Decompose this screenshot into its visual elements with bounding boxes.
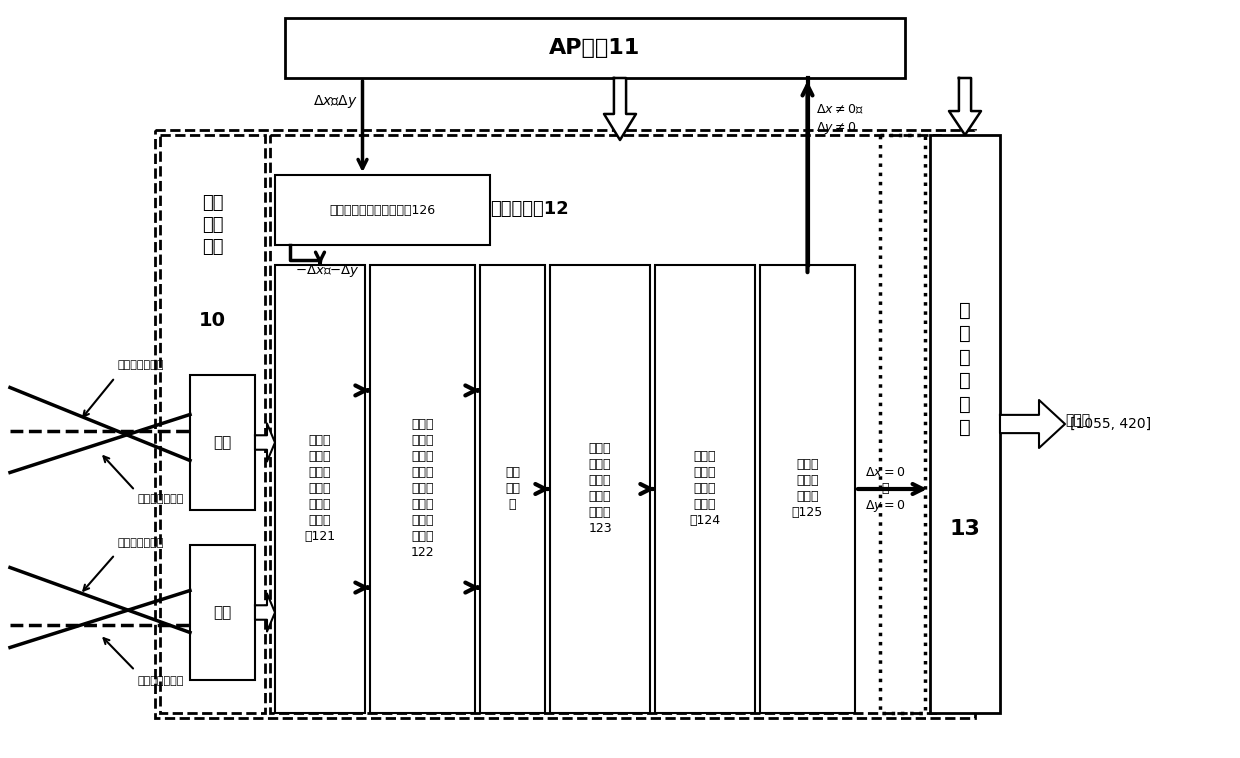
- Text: $\Delta x\neq0$或
$\Delta y\neq0$: $\Delta x\neq0$或 $\Delta y\neq0$: [816, 103, 863, 136]
- Polygon shape: [255, 594, 275, 631]
- Text: 参考散
班图像
和输入
散班图
像预处
理子模
块121: 参考散 班图像 和输入 散班图 像预处 理子模 块121: [305, 434, 336, 543]
- Text: $-\Delta x$或$-\Delta y$: $-\Delta x$或$-\Delta y$: [295, 263, 360, 279]
- Text: 深
度
计
算
模
块: 深 度 计 算 模 块: [959, 301, 971, 437]
- Text: 接收变化后光轴: 接收变化后光轴: [118, 538, 165, 549]
- Text: 深度图: 深度图: [1065, 413, 1090, 427]
- FancyBboxPatch shape: [285, 18, 905, 78]
- FancyBboxPatch shape: [655, 265, 755, 713]
- Text: AP模块11: AP模块11: [549, 38, 641, 58]
- Text: 13: 13: [950, 519, 981, 539]
- FancyBboxPatch shape: [930, 135, 999, 713]
- FancyBboxPatch shape: [190, 545, 255, 680]
- Text: 投射
接收
模块: 投射 接收 模块: [202, 194, 223, 256]
- FancyBboxPatch shape: [275, 265, 365, 713]
- Text: 调整参考散班图像子模块126: 调整参考散班图像子模块126: [330, 203, 435, 217]
- Text: [1055, 420]: [1055, 420]: [1070, 417, 1151, 431]
- Text: 计算匹
配块与
特征块
相似度
子模块
123: 计算匹 配块与 特征块 相似度 子模块 123: [588, 443, 611, 535]
- FancyBboxPatch shape: [190, 375, 255, 510]
- Text: 投射变化前光轴: 投射变化前光轴: [118, 361, 165, 371]
- FancyBboxPatch shape: [480, 265, 546, 713]
- Text: 10: 10: [198, 311, 226, 330]
- Polygon shape: [949, 78, 981, 135]
- Polygon shape: [999, 400, 1065, 448]
- Polygon shape: [604, 78, 636, 140]
- FancyBboxPatch shape: [275, 175, 490, 245]
- Text: 投射: 投射: [213, 435, 232, 450]
- FancyBboxPatch shape: [551, 265, 650, 713]
- Text: 参考散
班图特
征块和
输入散
班图匹
配搜索
窗生成
子模块
122: 参考散 班图特 征块和 输入散 班图匹 配搜索 窗生成 子模块 122: [410, 418, 434, 559]
- Polygon shape: [255, 424, 275, 462]
- Text: 自校正模块12: 自校正模块12: [490, 200, 569, 218]
- Text: 接收: 接收: [213, 605, 232, 620]
- Text: 相似
度准
则: 相似 度准 则: [505, 466, 520, 512]
- Text: 投射变化后光轴: 投射变化后光轴: [138, 494, 185, 505]
- Text: 计算相
似度最
大匹配
块子模
块124: 计算相 似度最 大匹配 块子模 块124: [689, 450, 720, 528]
- FancyBboxPatch shape: [760, 265, 856, 713]
- Text: 接收变化前光轴: 接收变化前光轴: [138, 676, 185, 687]
- Text: 检测偏
移量变
化子模
块125: 检测偏 移量变 化子模 块125: [792, 459, 823, 519]
- Text: $\Delta x=0$
或
$\Delta y=0$: $\Delta x=0$ 或 $\Delta y=0$: [864, 466, 905, 514]
- FancyBboxPatch shape: [370, 265, 475, 713]
- Text: $\Delta x$或$\Delta y$: $\Delta x$或$\Delta y$: [312, 93, 357, 110]
